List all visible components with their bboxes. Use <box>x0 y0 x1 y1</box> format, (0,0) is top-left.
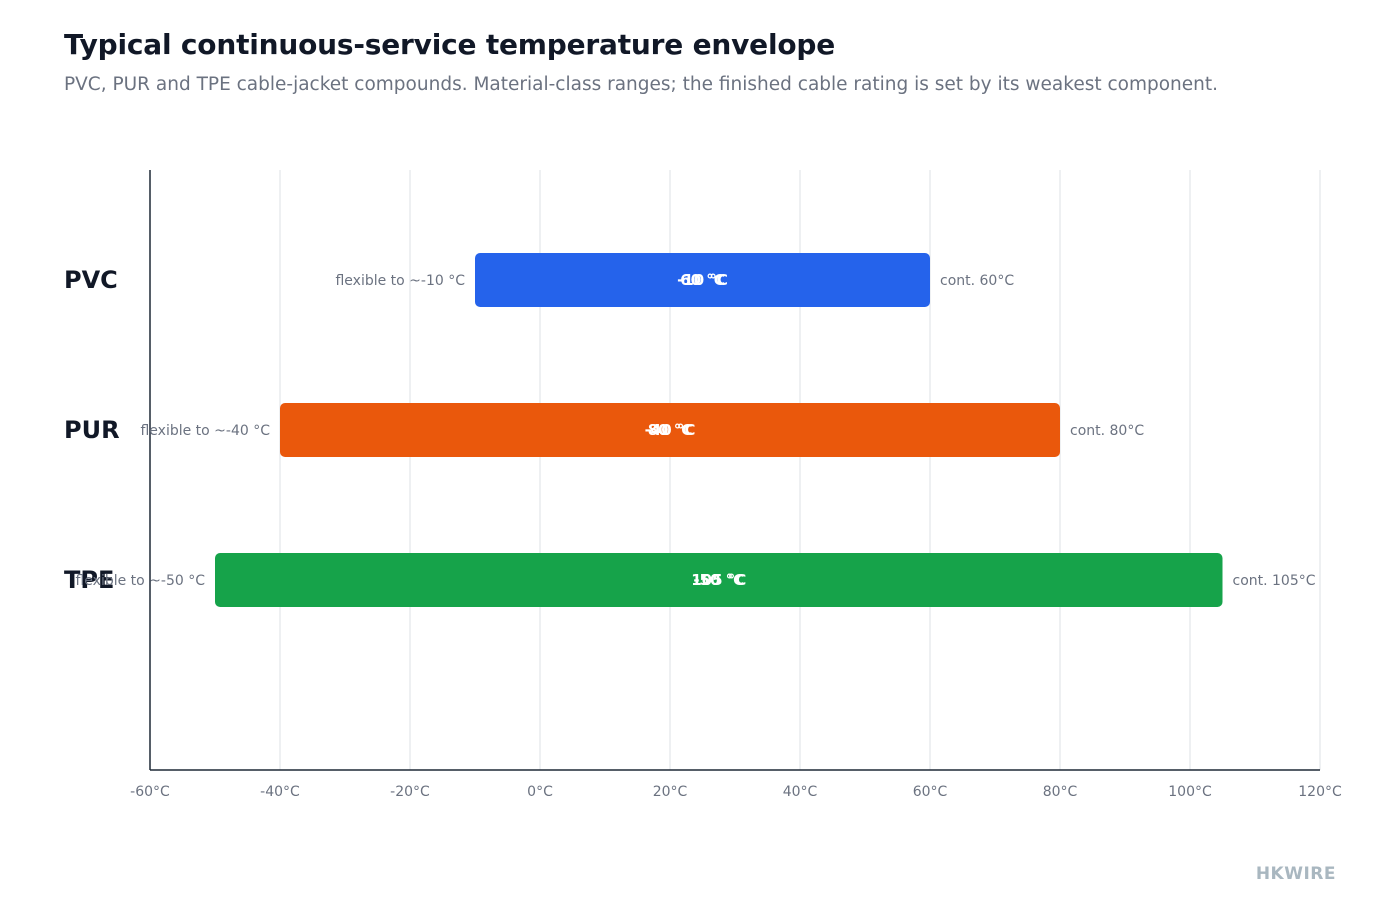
bar-max-label-tpe: 105 °C <box>691 571 746 589</box>
labels: PVC flexible to ~-10 °C cont. 60°C -10 °C60… <box>64 266 1316 594</box>
bar-min-label-pvc: -10 °C <box>677 271 728 289</box>
bar-min-label-tpe: -50 °C <box>693 571 744 589</box>
max-annotation-pur: cont. 80°C <box>1070 423 1144 439</box>
row-label-tpe: TPE <box>64 566 114 594</box>
bar-max-label-pur: 80 °C <box>648 421 693 439</box>
x-tick-label: -20°C <box>390 784 430 800</box>
max-annotation-pvc: cont. 60°C <box>940 273 1014 289</box>
range-bar-tpe <box>215 553 1223 607</box>
axes: -60°C -40°C -20°C 0°C 20°C 40°C 60°C 80°C 100°C 1… <box>130 170 1342 800</box>
x-tick-label: 20°C <box>653 784 688 800</box>
row-label-pur: PUR <box>64 416 120 444</box>
bar-min-label-pur: -40 °C <box>645 421 696 439</box>
min-annotation-tpe: flexible to ~-50 °C <box>75 573 205 589</box>
min-annotation-pvc: flexible to ~-10 °C <box>335 273 465 289</box>
chart-title: Typical continuous-service temperature e… <box>64 28 836 61</box>
x-tick-label: 40°C <box>783 784 818 800</box>
x-tick-label: -40°C <box>260 784 300 800</box>
bars <box>215 253 1223 607</box>
min-annotation-pur: flexible to ~-40 °C <box>140 423 270 439</box>
range-bar-pvc <box>475 253 930 307</box>
range-bar-pur <box>280 403 1060 457</box>
bar-max-label-pvc: 60 °C <box>680 271 725 289</box>
x-tick-label: 100°C <box>1168 784 1212 800</box>
brand-logo-text: HKWIRE <box>1255 864 1336 884</box>
x-tick-label: 120°C <box>1298 784 1342 800</box>
max-annotation-tpe: cont. 105°C <box>1233 573 1316 589</box>
x-tick-label: 60°C <box>913 784 948 800</box>
x-tick-label: -60°C <box>130 784 170 800</box>
x-tick-label: 0°C <box>527 784 553 800</box>
row-label-pvc: PVC <box>64 266 118 294</box>
x-tick-label: 80°C <box>1043 784 1078 800</box>
chart-subtitle: PVC, PUR and TPE cable-jacket compounds.… <box>64 74 1219 95</box>
